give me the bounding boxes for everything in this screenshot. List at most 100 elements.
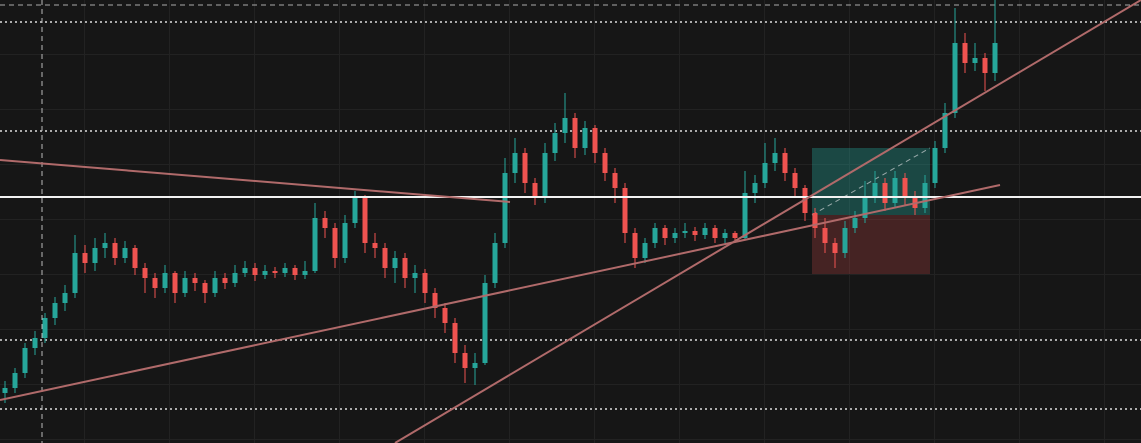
candle-body (172, 273, 178, 293)
candle-body (682, 231, 688, 233)
candle-body (702, 228, 708, 235)
trendline (394, 0, 1141, 443)
candle-body (562, 118, 568, 133)
candle-body (842, 228, 848, 253)
candle-body (362, 198, 368, 243)
trendline (0, 159, 511, 203)
candle-body (212, 278, 218, 293)
candle-body (712, 228, 718, 238)
candle-body (192, 278, 198, 283)
candle-body (902, 178, 908, 198)
trendline (0, 184, 1001, 401)
candle-body (102, 243, 108, 248)
candle-body (752, 183, 758, 193)
candle-body (182, 278, 188, 293)
candle-body (252, 268, 258, 275)
candle-body (22, 348, 28, 373)
candle-body (82, 253, 88, 263)
candle-body (322, 218, 328, 228)
candle-body (52, 303, 58, 318)
candle-body (342, 223, 348, 258)
candle-body (442, 308, 448, 323)
candle-body (32, 338, 38, 348)
candle-body (292, 268, 298, 275)
candle-body (282, 268, 288, 273)
candle-body (972, 58, 978, 63)
candle-body (312, 218, 318, 271)
candle-body (612, 173, 618, 188)
candle-body (132, 248, 138, 268)
candle-body (882, 183, 888, 203)
candle-body (142, 268, 148, 278)
candle-body (202, 283, 208, 293)
candle-body (542, 153, 548, 198)
candle-body (302, 271, 308, 275)
candle-body (572, 118, 578, 148)
candle-body (352, 198, 358, 223)
candle-body (242, 268, 248, 273)
candle-body (472, 363, 478, 368)
candle-body (772, 153, 778, 163)
candle-body (452, 323, 458, 353)
candle-body (812, 213, 818, 228)
candle-body (632, 233, 638, 258)
candle-body (962, 43, 968, 63)
candle-body (532, 183, 538, 198)
candle-body (782, 153, 788, 173)
candle-body (492, 243, 498, 283)
candle-body (372, 243, 378, 248)
candle-body (982, 58, 988, 73)
candle-body (672, 233, 678, 238)
candle-body (552, 133, 558, 153)
candle-body (122, 248, 128, 258)
candle-body (692, 231, 698, 235)
candle-body (152, 278, 158, 288)
candle-body (382, 248, 388, 268)
candle-body (852, 218, 858, 228)
candle-body (222, 278, 228, 283)
candle-body (892, 178, 898, 203)
candle-body (422, 273, 428, 293)
candle-body (462, 353, 468, 368)
candle-body (992, 43, 998, 73)
candle-body (162, 273, 168, 288)
candle-body (412, 273, 418, 278)
candle-body (262, 271, 268, 275)
candle-body (2, 388, 8, 393)
candle-body (832, 243, 838, 253)
candle-body (12, 373, 18, 388)
position-arrow (811, 147, 931, 216)
candle-body (652, 228, 658, 243)
candle-body (92, 248, 98, 263)
candle-body (602, 153, 608, 173)
candle-body (932, 148, 938, 183)
candle-body (922, 183, 928, 208)
candle-body (732, 233, 738, 238)
candle-body (642, 243, 648, 258)
candle-body (622, 188, 628, 233)
candle-body (662, 228, 668, 238)
candle-body (862, 198, 868, 218)
candle-body (792, 173, 798, 188)
candle-body (742, 193, 748, 238)
candle-body (62, 293, 68, 303)
stop-zone (812, 215, 930, 274)
candle-body (72, 253, 78, 293)
candle-body (582, 128, 588, 148)
candle-body (42, 318, 48, 338)
candle-body (512, 153, 518, 173)
candle-body (392, 258, 398, 268)
candle-body (502, 173, 508, 243)
candle-body (762, 163, 768, 183)
candle-body (722, 233, 728, 238)
candle-body (822, 228, 828, 243)
candle-body (482, 283, 488, 363)
candle-body (952, 43, 958, 113)
candle-body (272, 271, 278, 273)
candle-body (942, 113, 948, 148)
candle-body (522, 153, 528, 183)
candle-body (232, 273, 238, 283)
candle-body (592, 128, 598, 153)
